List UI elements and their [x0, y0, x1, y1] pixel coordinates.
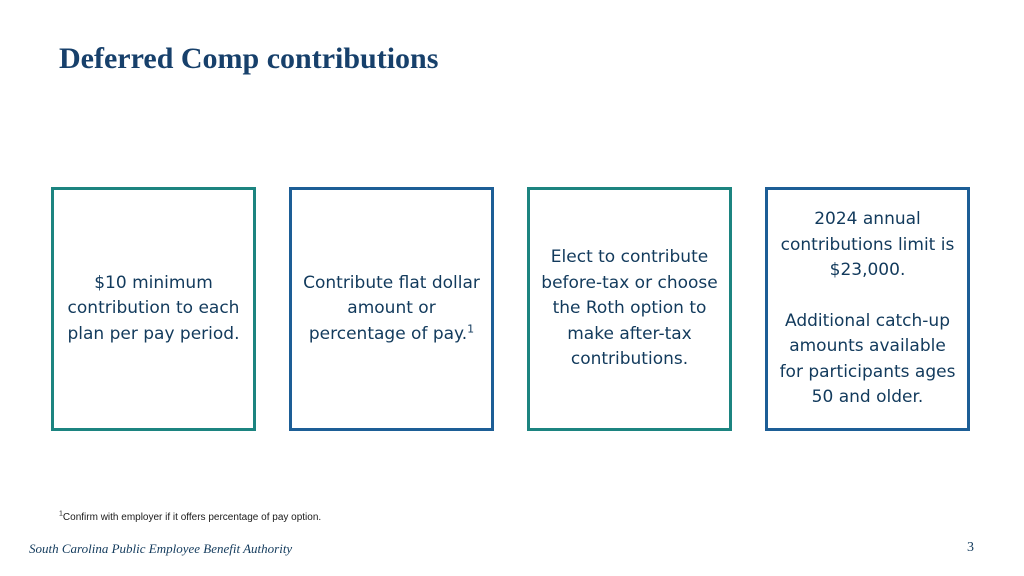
card-annual-limit: 2024 annual contributions limit is $23,0…: [765, 187, 970, 431]
card-text: Contribute flat dollar amount or percent…: [303, 272, 480, 344]
page-number: 3: [967, 540, 974, 555]
footnote-text: Confirm with employer if it offers perce…: [62, 512, 322, 523]
card-text: $10 minimum contribution to each plan pe…: [67, 272, 240, 344]
paragraph-gap: [776, 284, 959, 309]
slide-title: Deferred Comp contributions: [59, 42, 439, 75]
catch-up-text: Additional catch-up amounts available fo…: [779, 310, 956, 408]
card-minimum-contribution: $10 minimum contribution to each plan pe…: [51, 187, 256, 431]
card-flat-or-percentage: Contribute flat dollar amount or percent…: [289, 187, 494, 431]
card-text: Elect to contribute before-tax or choose…: [541, 247, 718, 370]
footnote: 1Confirm with employer if it offers perc…: [59, 510, 322, 523]
footnote-marker: 1: [59, 510, 63, 518]
organization-name: South Carolina Public Employee Benefit A…: [29, 541, 293, 556]
annual-limit-text: 2024 annual contributions limit is $23,0…: [780, 209, 955, 281]
card-before-tax-or-roth: Elect to contribute before-tax or choose…: [527, 187, 732, 431]
card-text-wrap: Contribute flat dollar amount or percent…: [300, 271, 483, 348]
footnote-reference: 1: [467, 322, 475, 336]
